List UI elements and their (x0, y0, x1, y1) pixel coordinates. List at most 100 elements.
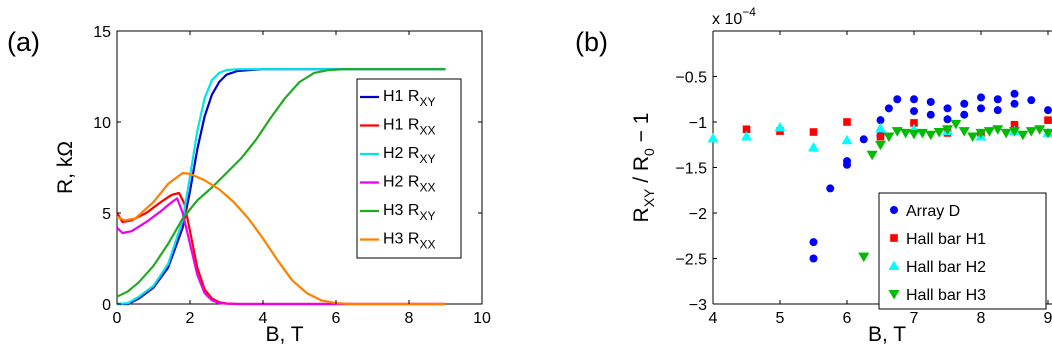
data-point-b-3-17 (1000, 128, 1012, 139)
data-point-b-3-22 (1042, 128, 1052, 139)
legend-label-a-0: H1 RXY (383, 88, 435, 109)
data-point-b-0-16 (960, 99, 969, 108)
data-point-b-0-2 (826, 184, 835, 193)
legend-label-a-3: H2 RXX (383, 174, 435, 195)
data-point-b-0-13 (926, 110, 935, 119)
data-point-b-3-19 (1017, 130, 1029, 141)
legend-label-b-2: Hall bar H2 (906, 259, 986, 276)
data-point-b-3-16 (992, 125, 1004, 135)
data-point-b-3-10 (942, 125, 953, 135)
data-point-b-2-3 (808, 141, 819, 152)
data-point-b-0-11 (910, 107, 918, 116)
data-point-b-3-13 (967, 132, 979, 143)
data-point-b-3-5 (900, 128, 912, 139)
data-point-b-3-7 (916, 128, 928, 139)
data-point-b-1-8 (1010, 120, 1019, 129)
y-tick-label-a-2: 10 (93, 115, 111, 132)
legend-label-b-0: Array D (906, 203, 960, 220)
data-point-b-0-8 (884, 104, 893, 113)
data-point-b-0-9 (893, 95, 902, 104)
panel-label-b: (b) (575, 27, 608, 57)
y-tick-label-a-1: 5 (102, 206, 111, 223)
exponent-label-b: x 10−4 (712, 5, 756, 28)
y-tick-label-b-2: −2 (689, 206, 707, 223)
data-point-b-0-17 (960, 110, 969, 119)
y-tick-label-b-0: −3 (689, 297, 707, 314)
data-point-b-0-18 (977, 93, 985, 102)
x-tick-label-a-4: 8 (405, 310, 414, 327)
x-tick-label-a-1: 2 (186, 310, 195, 327)
data-point-b-0-12 (926, 97, 935, 106)
series-line-a-5 (116, 171, 446, 306)
data-point-b-3-20 (1025, 127, 1037, 137)
panel-label-a: (a) (7, 27, 40, 57)
y-tick-label-b-5: −0.5 (675, 70, 707, 87)
data-point-b-0-24 (1027, 96, 1036, 105)
x-tick-label-b-5: 9 (1044, 310, 1052, 327)
x-tick-label-b-4: 8 (977, 310, 986, 327)
x-tick-label-b-3: 7 (910, 310, 919, 327)
data-point-b-3-3 (883, 132, 895, 143)
data-point-b-0-10 (910, 95, 918, 104)
data-point-b-0-0 (809, 238, 818, 247)
data-point-b-2-1 (741, 131, 752, 141)
data-point-b-0-19 (977, 104, 985, 113)
data-point-b-0-1 (809, 254, 818, 263)
data-point-b-2-4 (841, 134, 853, 145)
data-point-b-1-9 (1044, 116, 1052, 124)
x-axis-label-b: B, T (868, 323, 906, 346)
x-tick-label-b-1: 5 (776, 310, 785, 327)
data-point-b-1-3 (843, 118, 851, 126)
legend-marker-b-1 (890, 234, 898, 242)
legend-label-a-2: H2 RXY (383, 145, 435, 166)
data-point-b-3-9 (933, 128, 945, 138)
legend-label-a-1: H1 RXX (383, 117, 435, 138)
data-point-b-1-0 (742, 125, 751, 134)
y-tick-label-a-3: 15 (93, 24, 111, 41)
x-tick-label-a-5: 10 (473, 310, 491, 327)
data-point-b-0-21 (993, 106, 1002, 115)
data-point-b-0-22 (1010, 89, 1019, 98)
legend-marker-b-3 (888, 290, 900, 300)
data-point-b-3-12 (958, 127, 970, 137)
x-tick-label-a-0: 0 (113, 310, 122, 327)
data-point-b-2-5 (875, 122, 886, 133)
x-tick-label-b-0: 4 (709, 310, 718, 327)
data-point-b-3-18 (1009, 127, 1020, 137)
data-point-b-0-6 (876, 116, 885, 125)
data-point-b-0-20 (993, 95, 1002, 104)
series-line-a-4 (116, 68, 446, 298)
data-point-b-3-15 (983, 127, 995, 137)
y-axis-label-a: R, kΩ (54, 141, 77, 194)
data-point-b-3-8 (925, 130, 937, 141)
data-point-b-3-6 (908, 129, 920, 140)
data-point-b-3-4 (891, 127, 903, 137)
series-line-a-2 (116, 68, 446, 306)
legend-label-b-3: Hall bar H3 (906, 287, 986, 304)
data-point-b-3-1 (866, 150, 878, 161)
y-tick-label-b-4: −1 (689, 115, 707, 132)
legend-label-a-5: H3 RXX (383, 231, 435, 252)
data-point-b-2-2 (774, 121, 786, 132)
x-tick-label-a-2: 4 (259, 310, 268, 327)
legend-label-b-1: Hall bar H1 (906, 231, 986, 248)
legend-marker-b-2 (888, 260, 900, 270)
data-point-b-3-2 (875, 140, 886, 151)
legend-a (356, 78, 462, 259)
x-tick-label-b-2: 6 (843, 310, 852, 327)
data-point-b-1-5 (910, 119, 918, 127)
data-point-b-3-21 (1034, 125, 1046, 135)
y-axis-label-b: RXY / R0 − 1 (630, 113, 657, 223)
chart-panel-b: 4 5 6 7 8 9 −3 −2.5 −2 −1.5 −1 −0.5 (b) B, T x 10−4 RXY… (575, 5, 1052, 346)
x-axis-label-a: B, T (265, 323, 303, 346)
x-tick-label-a-3: 6 (332, 310, 341, 327)
legend-label-a-4: H3 RXY (383, 202, 435, 223)
data-point-b-0-15 (943, 115, 952, 124)
data-point-b-1-2 (809, 128, 818, 136)
y-tick-label-a-0: 0 (102, 297, 111, 314)
data-point-b-1-4 (876, 132, 885, 141)
legend-b (878, 192, 1047, 310)
data-point-b-0-5 (859, 135, 868, 144)
y-tick-label-b-1: −2.5 (675, 252, 707, 269)
chart-panel-a: 0 2 4 6 8 10 0 5 10 15 (a) B, T R, kΩ H1 RXY H1 RXX H2 … (7, 24, 491, 346)
